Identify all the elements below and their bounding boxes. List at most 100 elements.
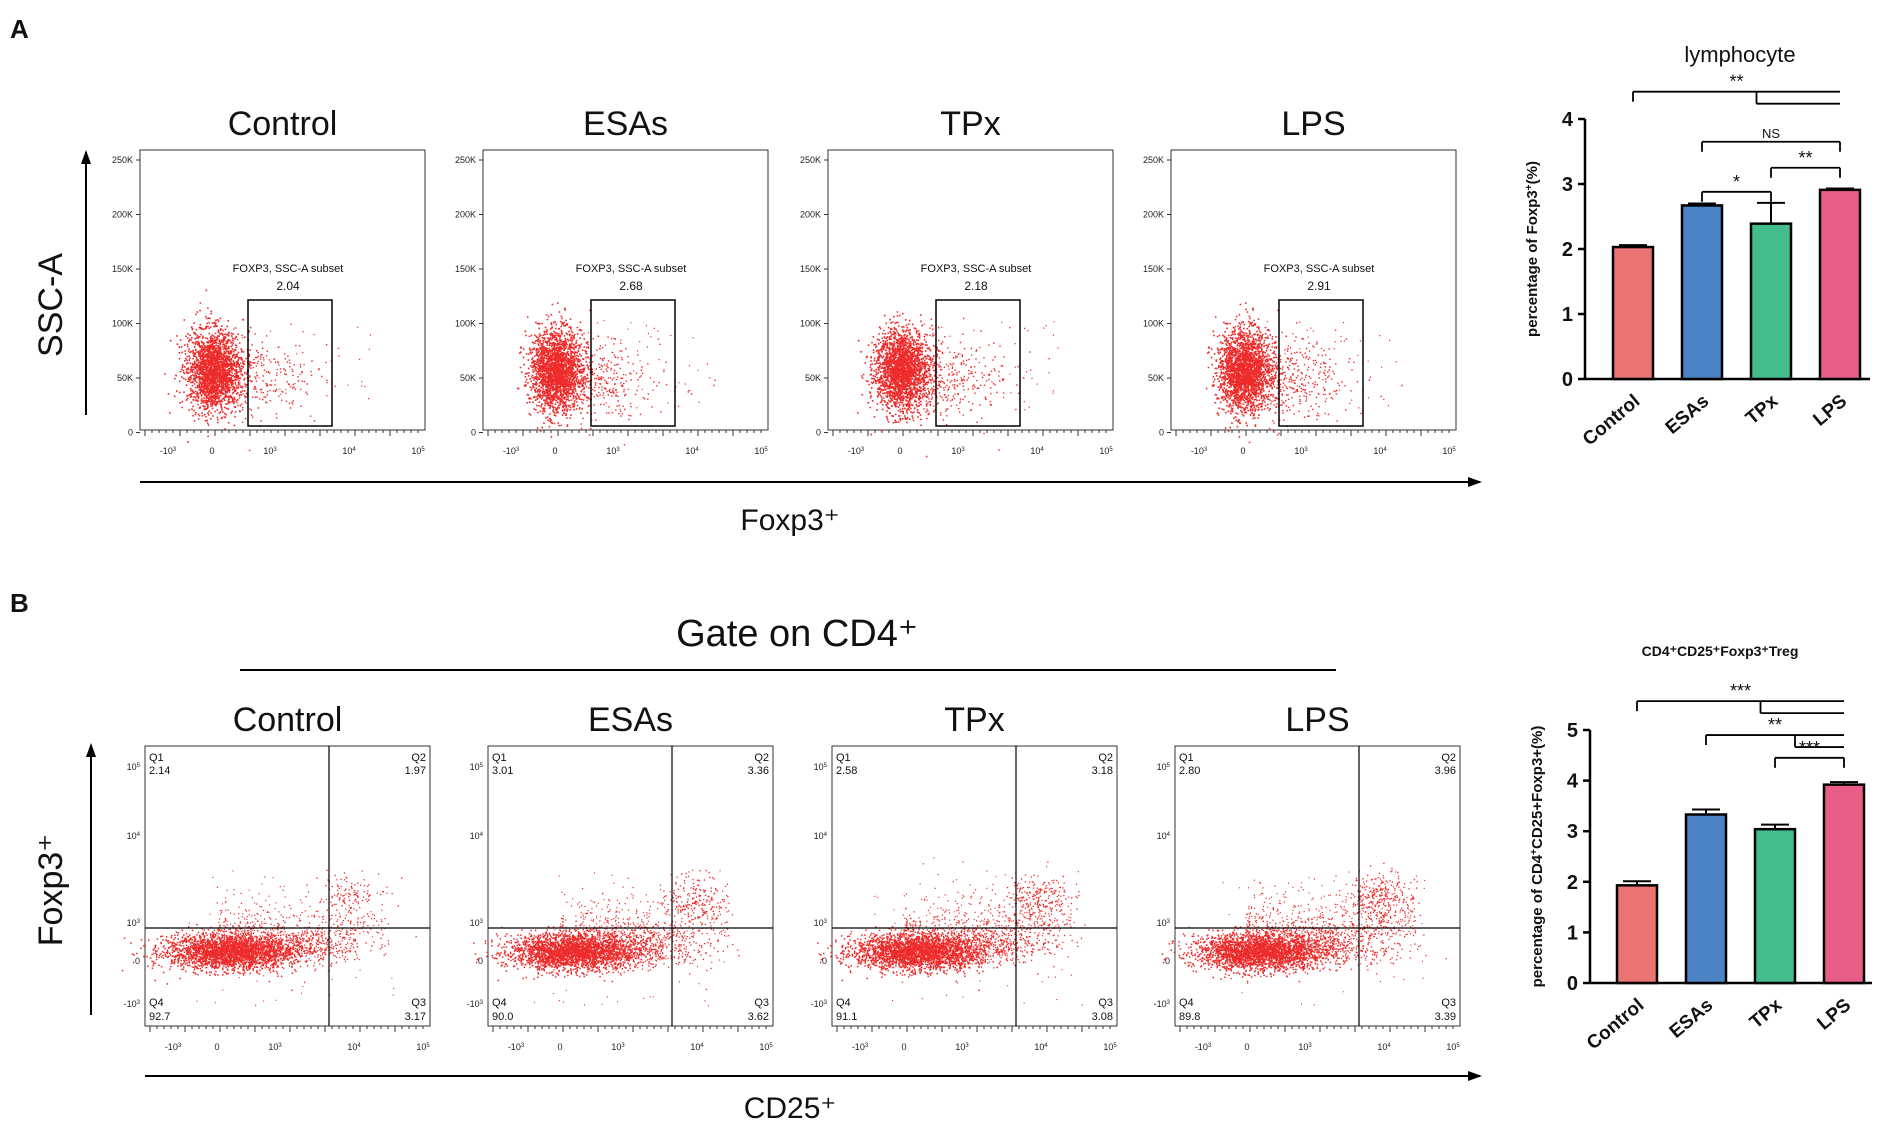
x-tick-label: 104 [1034, 1042, 1048, 1052]
x-tick-label: -103 [508, 1042, 525, 1052]
gate-box [935, 299, 1021, 427]
y-tick-label: 0 [128, 428, 133, 438]
y-tick-label: 250K [455, 155, 476, 165]
q2-value: 3.96 [1435, 765, 1456, 777]
x-tick-label: 103 [951, 446, 965, 456]
y-tick-label: 200K [800, 210, 821, 220]
x-tick-label: -103 [160, 446, 177, 456]
y-tick-label: 0 [478, 956, 483, 966]
bar-esas [1684, 813, 1728, 985]
q4-label: Q4 [1179, 997, 1194, 1009]
q2-value: 1.97 [405, 765, 426, 777]
x-tick-label: 0 [209, 446, 214, 456]
scatter-dots [121, 869, 417, 1006]
y-tick-label: 0 [1562, 369, 1573, 391]
plot-frame [144, 745, 431, 1027]
panel-a-y-label: SSC-A [32, 253, 70, 357]
y-axis-label: percentage of Foxp3+(%) [1524, 161, 1542, 337]
q4-value: 92.7 [149, 1011, 170, 1023]
x-tick-label: 104 [1373, 446, 1387, 456]
bar-tpx [1753, 827, 1797, 985]
y-tick-label: 100K [112, 319, 133, 329]
y-tick-label: 104 [814, 831, 828, 841]
plot-title: ESAs [588, 701, 673, 739]
category-label: LPS [1813, 995, 1855, 1035]
x-tick-label: 105 [1446, 1042, 1460, 1052]
q2-label: Q2 [1098, 752, 1113, 764]
category-label: ESAs [1666, 995, 1718, 1043]
x-tick-label: 103 [955, 1042, 969, 1052]
x-tick-label: -103 [503, 446, 520, 456]
x-tick-label: -103 [1191, 446, 1208, 456]
gate-value: 2.04 [276, 279, 300, 293]
y-tick-label: -103 [811, 999, 828, 1009]
y-tick-label: 200K [1143, 210, 1164, 220]
x-tick-label: 104 [1030, 446, 1044, 456]
q3-label: Q3 [1441, 997, 1456, 1009]
sig-label: NS [1762, 126, 1780, 141]
x-tick-label: 0 [1240, 446, 1245, 456]
y-tick-label: 200K [455, 210, 476, 220]
scatter-dots [857, 311, 1059, 458]
x-tick-label: 103 [1294, 446, 1308, 456]
panel-b-plot-control: Control 105 104 103 0 -103 -103 0 103 104 105 Q12.1… [121, 701, 431, 1052]
y-tick-label: 250K [112, 155, 133, 165]
sig-label: * [1733, 172, 1740, 192]
sig-label: ** [1798, 148, 1812, 168]
q3-value: 3.39 [1435, 1011, 1456, 1023]
x-tick-label: 0 [1244, 1042, 1249, 1052]
x-tick-label: 0 [214, 1042, 219, 1052]
y-tick-label: 0 [471, 428, 476, 438]
x-tick-label: 104 [342, 446, 356, 456]
bar-chart-2: CD4⁺CD25⁺Foxp3⁺Treg 0 1 2 3 4 5 percentage of C… [1529, 643, 1872, 1054]
plot-title: LPS [1285, 701, 1349, 739]
bar-lps [1818, 188, 1862, 381]
q2-value: 3.18 [1092, 765, 1113, 777]
bar-chart-1: lymphocyte 0 1 2 3 4 percentage of Foxp3+(%) Co… [1524, 42, 1870, 451]
sig-label: ** [1729, 72, 1743, 92]
category-label: TPx [1742, 390, 1783, 429]
panel-a-plot-tpx: TPx 250K 200K 150K 100K 50K 0 -103 0 103 104 105 FOX… [800, 105, 1114, 458]
y-tick-label: 200K [112, 210, 133, 220]
bar-control [1615, 884, 1659, 985]
x-tick-label: -103 [1195, 1042, 1212, 1052]
gate-value: 2.68 [619, 279, 643, 293]
y-tick-label: 105 [127, 762, 141, 772]
x-tick-label: -103 [852, 1042, 869, 1052]
x-tick-label: 105 [754, 446, 768, 456]
panel-b-x-arrow-head [1468, 1071, 1482, 1081]
plot-frame [1170, 149, 1457, 431]
x-tick-label: 105 [1442, 446, 1456, 456]
gate-box [590, 299, 676, 427]
plot-title: TPx [944, 701, 1004, 739]
y-tick-label: 103 [127, 918, 141, 928]
panel-b-letter: B [10, 588, 29, 618]
panel-a-x-label: Foxp3⁺ [740, 504, 839, 537]
panel-a-plot-lps: LPS 250K 200K 150K 100K 50K 0 -103 0 103 104 105 FOX… [1143, 105, 1457, 456]
q2-label: Q2 [754, 752, 769, 764]
q1-value: 3.01 [492, 765, 513, 777]
y-tick-label: 2 [1562, 239, 1573, 261]
sig-label: *** [1799, 738, 1820, 758]
y-tick-label: -103 [467, 999, 484, 1009]
y-tick-label: 100K [800, 319, 821, 329]
gate-box [247, 299, 333, 427]
q4-label: Q4 [149, 997, 164, 1009]
category-label: Control [1579, 391, 1644, 451]
y-tick-label: 50K [1148, 373, 1164, 383]
y-tick-label: 100K [455, 319, 476, 329]
q3-label: Q3 [411, 997, 426, 1009]
x-tick-label: -103 [848, 446, 865, 456]
plot-title: Control [228, 105, 338, 143]
x-tick-label: 105 [416, 1042, 430, 1052]
x-tick-label: 0 [552, 446, 557, 456]
q4-value: 91.1 [836, 1011, 857, 1023]
q2-label: Q2 [1441, 752, 1456, 764]
plot-frame [487, 745, 774, 1027]
y-tick-label: 150K [112, 264, 133, 274]
x-tick-label: 103 [268, 1042, 282, 1052]
x-tick-label: 0 [901, 1042, 906, 1052]
y-tick-label: 0 [1567, 973, 1578, 995]
